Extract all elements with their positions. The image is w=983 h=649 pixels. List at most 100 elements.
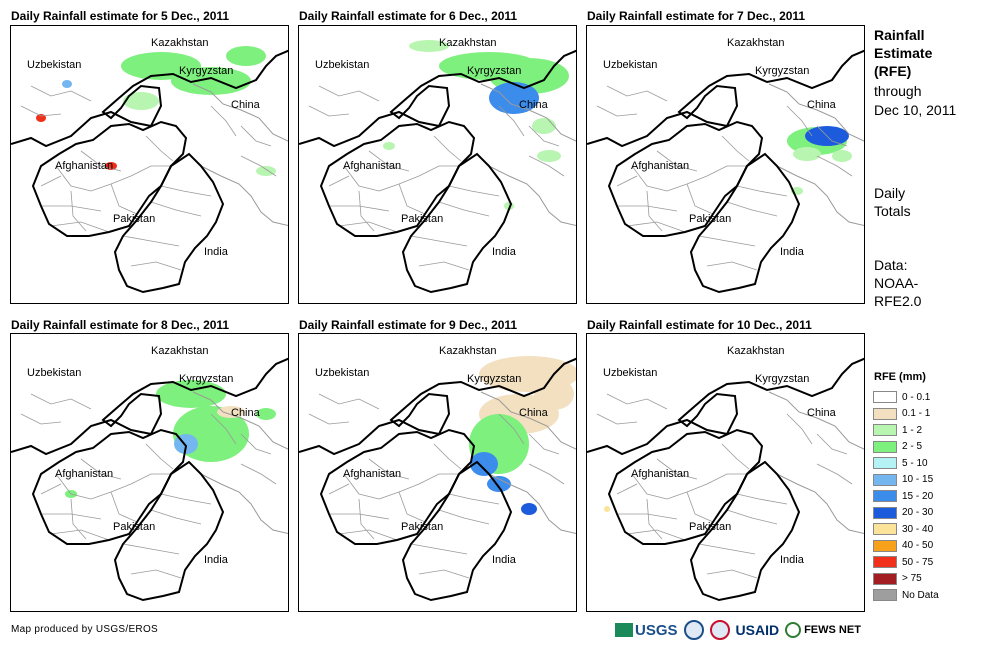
admin-boundary — [656, 458, 698, 480]
admin-boundary — [122, 543, 180, 555]
region-boundary — [11, 49, 288, 148]
admin-boundary — [343, 473, 420, 500]
admin-boundary — [70, 498, 87, 540]
map-svg: Kazakhstan Uzbekistan Kyrgyzstan China Afgha… — [299, 345, 576, 602]
map-panel-dec10: Kazakhstan Uzbekistan Kyrgyzstan China Afgha… — [586, 333, 865, 612]
country-label-pakistan: Pakistan — [113, 213, 155, 225]
legend-title: RFE (mm) — [874, 371, 926, 383]
through-date: Dec 10, 2011 — [874, 102, 957, 118]
legend-swatch — [873, 407, 897, 420]
admin-boundary — [433, 443, 462, 470]
admin-boundary — [617, 205, 678, 212]
country-label-kyrgyzstan: Kyrgyzstan — [179, 373, 233, 385]
panel-title-dec8: Daily Rainfall estimate for 8 Dec., 2011 — [11, 318, 230, 332]
legend-item: 5 - 10 — [873, 455, 939, 472]
admin-boundary — [329, 513, 390, 520]
country-label-india: India — [204, 246, 229, 258]
admin-boundary — [528, 433, 560, 455]
admin-boundary — [418, 569, 470, 579]
country-boundary — [200, 165, 288, 227]
admin-boundary — [448, 185, 500, 197]
admin-boundary — [698, 235, 756, 247]
admin-boundary — [328, 483, 350, 495]
country-label-india: India — [492, 554, 517, 566]
admin-boundary — [736, 493, 788, 505]
admin-boundary — [646, 190, 663, 232]
country-label-pakistan: Pakistan — [401, 521, 443, 533]
country-label-kazakhstan: Kazakhstan — [727, 37, 784, 49]
country-boundary — [192, 83, 288, 142]
panel-title-dec7: Daily Rainfall estimate for 7 Dec., 2011 — [587, 9, 806, 23]
pakistan-border — [113, 152, 225, 294]
pakistan-border — [113, 460, 225, 602]
admin-boundary — [122, 235, 180, 247]
afghanistan-border — [607, 120, 764, 237]
afghanistan-border — [31, 428, 188, 545]
admin-boundary — [240, 125, 272, 147]
admin-boundary — [210, 413, 237, 445]
admin-boundary — [338, 221, 398, 233]
admin-boundary — [786, 105, 813, 137]
legend-swatch — [873, 506, 897, 519]
map-panel-dec7: Kazakhstan Uzbekistan Kyrgyzstan China Afgha… — [586, 25, 865, 304]
admin-boundary — [210, 105, 237, 137]
panel-title-dec6: Daily Rainfall estimate for 6 Dec., 2011 — [299, 9, 518, 23]
admin-boundary — [606, 85, 668, 102]
admin-boundary — [150, 201, 202, 217]
admin-boundary — [240, 463, 277, 485]
admin-boundary — [438, 509, 490, 525]
admin-boundary — [616, 483, 638, 495]
legend-swatch — [873, 523, 897, 536]
admin-boundary — [318, 85, 380, 102]
country-label-afghanistan: Afghanistan — [343, 160, 401, 172]
admin-boundary — [631, 165, 708, 192]
admin-boundary — [328, 175, 350, 187]
map-svg: Kazakhstan Uzbekistan Kyrgyzstan China Afgha… — [11, 37, 288, 294]
country-label-pakistan: Pakistan — [113, 521, 155, 533]
region-boundary — [299, 49, 576, 148]
country-label-kyrgyzstan: Kyrgyzstan — [755, 373, 809, 385]
admin-boundary — [721, 135, 750, 162]
rfe-title-line3: (RFE) — [874, 63, 912, 79]
legend-swatch — [873, 440, 897, 453]
map-panel-dec9: Kazakhstan Uzbekistan Kyrgyzstan China Afgha… — [298, 333, 577, 612]
legend-label: > 75 — [902, 573, 922, 585]
admin-boundary — [726, 509, 778, 525]
admin-boundary — [160, 185, 212, 197]
admin-boundary — [368, 458, 410, 480]
legend-item: 50 - 75 — [873, 554, 939, 571]
region-boundary — [299, 357, 576, 456]
globe-icon — [785, 622, 802, 638]
legend-item: 2 - 5 — [873, 439, 939, 456]
admin-boundary — [80, 458, 122, 480]
logo-strip: USGS USAID FEWS NET — [615, 618, 861, 642]
admin-boundary — [50, 221, 110, 233]
country-label-pakistan: Pakistan — [689, 521, 731, 533]
admin-boundary — [338, 529, 398, 541]
admin-boundary — [498, 413, 525, 445]
country-label-afghanistan: Afghanistan — [55, 468, 113, 480]
admin-boundary — [20, 105, 62, 117]
country-label-kyrgyzstan: Kyrgyzstan — [755, 65, 809, 77]
legend-label: 0 - 0.1 — [902, 391, 931, 403]
admin-boundary — [80, 150, 122, 172]
noaa-logo-icon — [683, 620, 704, 640]
country-boundary — [776, 165, 864, 227]
admin-boundary — [596, 413, 638, 425]
country-label-afghanistan: Afghanistan — [55, 160, 113, 172]
legend-label: 1 - 2 — [902, 424, 923, 436]
country-label-kazakhstan: Kazakhstan — [151, 345, 208, 357]
admin-boundary — [358, 190, 375, 232]
admin-boundary — [41, 513, 102, 520]
legend: 0 - 0.1 0.1 - 1 1 - 2 2 - 5 5 - 10 10 - 15 15 … — [873, 389, 939, 604]
legend-label: No Data — [902, 589, 939, 601]
admin-boundary — [646, 498, 663, 540]
admin-boundary — [240, 155, 277, 177]
afghanistan-border — [319, 120, 476, 237]
region-boundary — [587, 49, 864, 148]
data-label-2: NOAA- — [874, 275, 919, 291]
country-label-kazakhstan: Kazakhstan — [151, 37, 208, 49]
usgs-mark-icon — [615, 623, 633, 637]
rainfall-area — [532, 118, 556, 134]
admin-boundary — [631, 473, 708, 500]
